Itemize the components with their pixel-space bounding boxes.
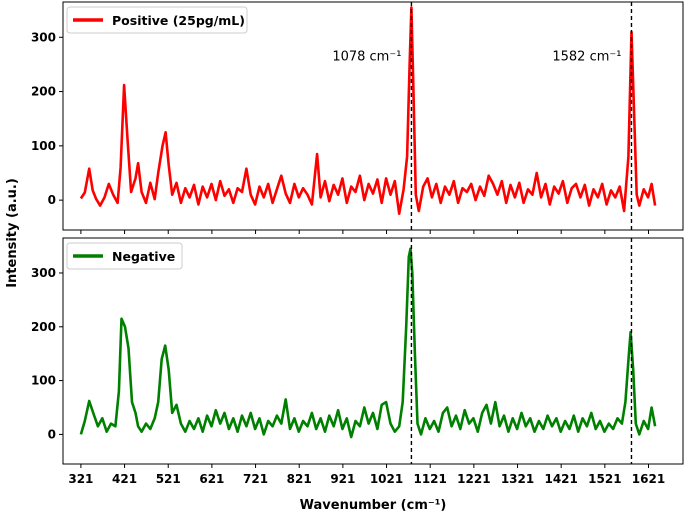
x-tick-label: 1021 [370, 472, 403, 486]
series-line-positive [79, 6, 657, 215]
y-tick-label-negative: 200 [31, 320, 56, 334]
top-marks [79, 2, 657, 234]
series-line-negative [79, 247, 657, 439]
bottom-y-ticks: 0 100 200 300 [31, 266, 63, 441]
top-annotations: 1078 cm⁻¹ 1582 cm⁻¹ [332, 49, 621, 64]
y-axis-label: Intensity (a.u.) [5, 178, 20, 288]
x-tick-label: 421 [112, 472, 137, 486]
legend-box-negative [66, 242, 183, 270]
x-tick-label: 1121 [413, 472, 446, 486]
legend-label-negative: Negative [112, 249, 175, 264]
top-y-ticks: 0 100 200 300 [31, 30, 63, 207]
y-tick-label-positive: 200 [31, 85, 56, 99]
x-tick-label: 721 [243, 472, 268, 486]
x-tick-label: 1521 [588, 472, 621, 486]
panel-positive: 0 100 200 300 1078 cm⁻¹ 1582 cm⁻¹ Positive (… [31, 1, 684, 234]
legend-negative: Negative [66, 242, 183, 270]
panel-negative: 0 100 200 300 Negative 321 421 521 621 721 821 92… [31, 237, 684, 486]
x-tick-label: 1221 [457, 472, 490, 486]
x-tick-label: 1321 [501, 472, 534, 486]
bottom-marks [79, 238, 657, 464]
peak-annotation: 1078 cm⁻¹ [332, 49, 401, 64]
y-tick-label-positive: 0 [48, 193, 56, 207]
x-tick-label: 321 [68, 472, 93, 486]
plot-frame-bottom [62, 237, 684, 465]
x-tick-label: 521 [156, 472, 181, 486]
x-tick-label: 1421 [544, 472, 577, 486]
x-axis-label: Wavenumber (cm⁻¹) [300, 498, 447, 513]
legend-label-positive: Positive (25pg/mL) [112, 13, 245, 28]
legend-box-positive [66, 6, 248, 34]
y-tick-label-positive: 300 [31, 30, 56, 44]
y-tick-label-negative: 100 [31, 374, 56, 388]
legend-positive: Positive (25pg/mL) [66, 6, 248, 34]
peak-annotation: 1582 cm⁻¹ [552, 49, 621, 64]
y-tick-label-positive: 100 [31, 139, 56, 153]
x-tick-label: 921 [330, 472, 355, 486]
x-tick-label: 1621 [632, 472, 665, 486]
y-tick-label-negative: 0 [48, 427, 56, 441]
x-tick-label: 821 [287, 472, 312, 486]
x-ticks: 321 421 521 621 721 821 921 1021 1121 1221 1321 142… [68, 464, 665, 486]
x-tick-label: 621 [199, 472, 224, 486]
y-tick-label-negative: 300 [31, 266, 56, 280]
